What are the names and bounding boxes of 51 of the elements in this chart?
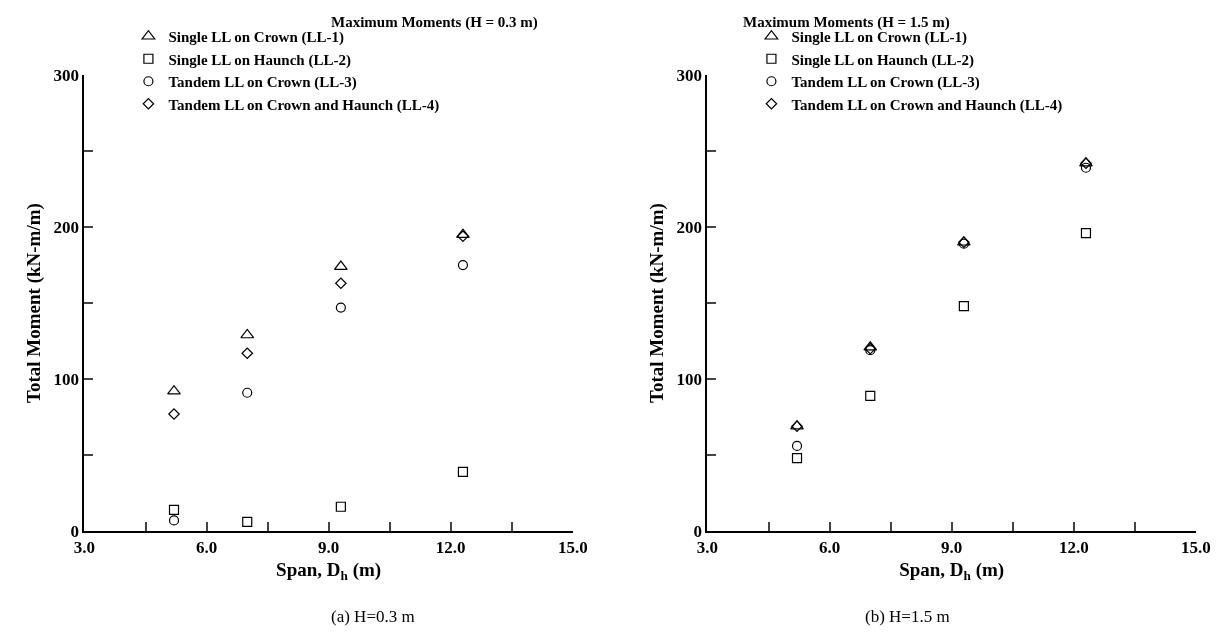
point bbox=[168, 504, 180, 515]
legend-label: Tandem LL on Crown and Haunch (LL-4) bbox=[791, 96, 1063, 114]
legend-label: Tandem LL on Crown (LL-3) bbox=[791, 74, 980, 92]
point bbox=[791, 453, 803, 464]
legend-label: Tandem LL on Crown (LL-3) bbox=[168, 74, 357, 92]
x-axis-title: Span, D$_{h}$ (m) bbox=[276, 558, 382, 583]
point bbox=[168, 515, 180, 526]
x-tick-label: 15.0 bbox=[1180, 538, 1211, 558]
x-axis-title: Span, D$_{h}$ (m) bbox=[899, 558, 1005, 583]
legend-label: Single LL on Crown (LL-1) bbox=[791, 29, 968, 47]
x-tick-label: 6.0 bbox=[818, 538, 841, 558]
y-tick-label: 100 bbox=[676, 370, 703, 390]
point bbox=[335, 501, 346, 512]
x-tick-label: 12.0 bbox=[1058, 538, 1089, 558]
y-axis-title: Total Moment (kN-m/m) bbox=[22, 203, 45, 403]
y-axis-title: Total Moment (kN-m/m) bbox=[645, 203, 668, 403]
x-tick-label: 6.0 bbox=[195, 538, 218, 558]
point bbox=[335, 277, 347, 290]
y-tick-label: 300 bbox=[53, 66, 80, 85]
point bbox=[1080, 228, 1092, 239]
point bbox=[1080, 162, 1092, 173]
legend-label: Single LL on Haunch (LL-2) bbox=[168, 51, 351, 69]
y-tick-label: 100 bbox=[53, 370, 80, 390]
legend-label: Tandem LL on Crown and Haunch (LL-4) bbox=[168, 96, 440, 114]
chart-title: Maximum Moments (H = 1.5 m) bbox=[743, 14, 950, 31]
text: (a) H=0.3 m bbox=[331, 607, 415, 626]
legend-label: Single LL on Crown (LL-1) bbox=[168, 29, 345, 47]
point bbox=[456, 228, 470, 238]
text: (b) H=1.5 m bbox=[865, 607, 950, 626]
x-tick-label: 9.0 bbox=[318, 538, 340, 558]
point bbox=[335, 302, 346, 313]
y-tick-label: 200 bbox=[676, 218, 703, 237]
x-tick-label: 9.0 bbox=[941, 538, 963, 558]
x-tick-label: 15.0 bbox=[557, 538, 588, 558]
point bbox=[167, 385, 181, 395]
point bbox=[240, 328, 255, 339]
point bbox=[457, 230, 469, 242]
point bbox=[457, 259, 469, 271]
point bbox=[242, 516, 253, 528]
point bbox=[457, 466, 469, 477]
point bbox=[791, 440, 803, 452]
point bbox=[241, 347, 254, 360]
y-tick-label: 200 bbox=[53, 218, 80, 237]
point bbox=[242, 387, 253, 398]
chart-title: Maximum Moments (H = 0.3 m) bbox=[331, 14, 538, 31]
x-tick-label: 12.0 bbox=[435, 538, 466, 558]
y-tick-label: 300 bbox=[676, 66, 703, 85]
legend-label: Single LL on Haunch (LL-2) bbox=[791, 51, 974, 69]
point bbox=[865, 390, 876, 401]
point bbox=[958, 301, 969, 312]
point bbox=[168, 408, 180, 420]
